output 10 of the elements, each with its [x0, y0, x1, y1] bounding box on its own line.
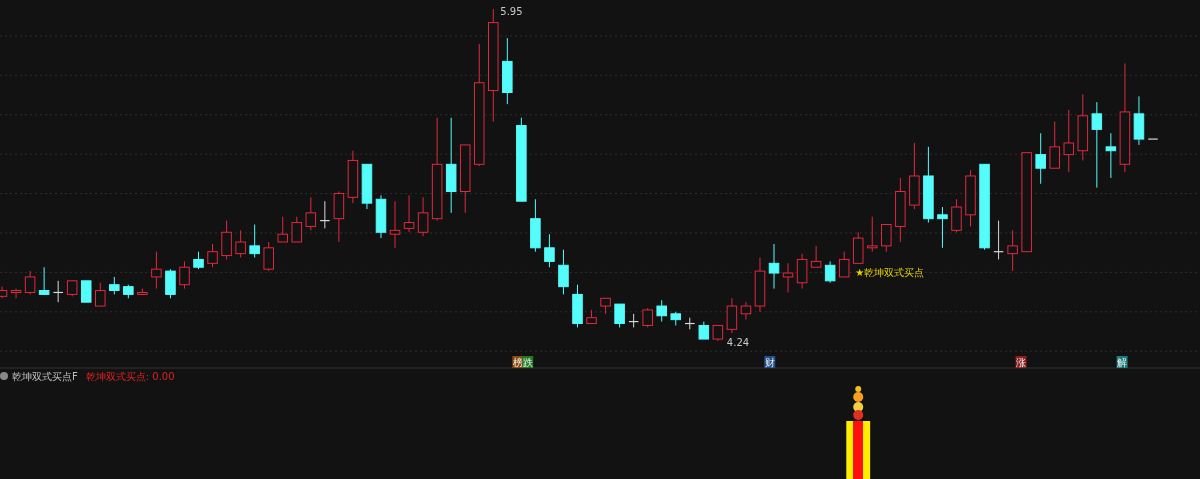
text: 乾坤双式买点F: [12, 371, 78, 382]
annotation: 4.24: [726, 337, 750, 348]
text: 财: [764, 357, 775, 368]
text: 榜: [512, 357, 523, 368]
text: 乾坤双式买点: 0.00: [85, 371, 175, 382]
annotation: ★乾坤双式买点: [855, 267, 925, 278]
text: 跌: [522, 357, 533, 368]
text: 解: [1117, 357, 1128, 368]
text: 涨: [1016, 357, 1027, 368]
annotation: 5.95: [500, 6, 523, 17]
